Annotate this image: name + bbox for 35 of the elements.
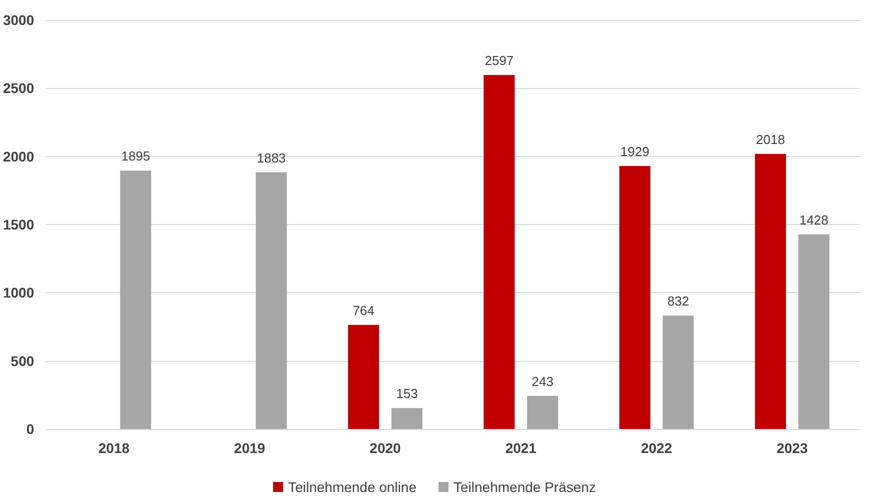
data-label: 1895 xyxy=(121,148,150,164)
data-label: 2018 xyxy=(756,132,785,147)
x-tick-label: 2022 xyxy=(640,440,672,456)
data-label: 832 xyxy=(667,294,690,309)
x-tick-label: 2020 xyxy=(370,440,402,456)
bar xyxy=(662,316,694,429)
data-label: 243 xyxy=(532,374,554,389)
data-label: 1883 xyxy=(256,150,286,166)
data-label: 153 xyxy=(396,386,418,402)
bar xyxy=(619,166,650,429)
x-tick-label: 2021 xyxy=(505,440,537,456)
data-label: 1428 xyxy=(799,212,828,228)
data-label: 764 xyxy=(352,302,374,318)
bar xyxy=(798,234,830,429)
legend-label: Teilnehmende Präsenz xyxy=(454,479,596,495)
y-tick-label: 2500 xyxy=(2,80,34,96)
x-tick-label: 2023 xyxy=(776,440,808,456)
data-label: 2597 xyxy=(484,52,514,68)
bar xyxy=(391,408,422,429)
x-tick-label: 2019 xyxy=(234,440,266,456)
y-tick-label: 1000 xyxy=(2,284,34,301)
y-tick-label: 500 xyxy=(10,352,34,369)
y-tick-label: 2000 xyxy=(2,148,34,164)
bar xyxy=(120,170,152,429)
y-tick-label: 3000 xyxy=(2,12,34,28)
legend-label: Teilnehmende online xyxy=(288,479,417,495)
y-tick-label: 0 xyxy=(26,421,34,437)
data-label: 1929 xyxy=(620,144,650,160)
y-tick-label: 1500 xyxy=(2,216,34,232)
bar xyxy=(527,396,558,429)
bar xyxy=(348,324,380,429)
bar xyxy=(754,154,786,429)
x-tick-label: 2018 xyxy=(98,440,130,456)
bar xyxy=(484,74,515,429)
bar xyxy=(256,172,287,429)
